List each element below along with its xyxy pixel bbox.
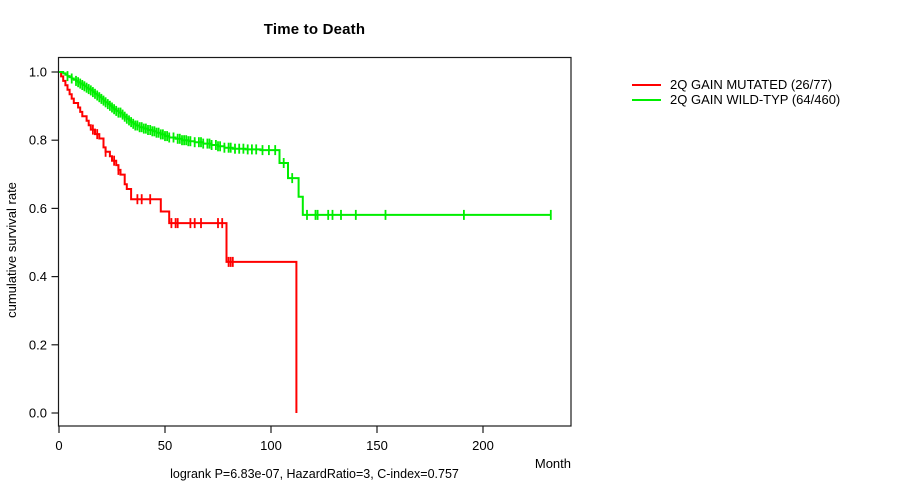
x-tick-label: 50	[158, 438, 172, 453]
plot-border	[57, 56, 572, 427]
legend-label-mutated: 2Q GAIN MUTATED (26/77)	[670, 77, 833, 92]
legend-line-wildtype	[632, 98, 661, 101]
y-tick-label: 0.4	[29, 269, 47, 284]
x-axis-label: Month	[534, 456, 571, 471]
legend-line-mutated	[632, 83, 661, 86]
x-tick-label: 200	[472, 438, 494, 453]
legend: 2Q GAIN MUTATED (26/77) 2Q GAIN WILD-TYP…	[632, 77, 840, 107]
y-tick-label: 1.0	[29, 65, 47, 80]
x-tick-label: 150	[366, 438, 388, 453]
y-tick-label: 0.8	[29, 133, 47, 148]
legend-item-mutated: 2Q GAIN MUTATED (26/77)	[632, 77, 840, 92]
y-tick-label: 0.0	[29, 406, 47, 421]
x-tick-label: 100	[260, 438, 282, 453]
survival-curve-mutated	[59, 71, 298, 413]
chart-title: Time to Death	[263, 21, 366, 38]
legend-item-wildtype: 2Q GAIN WILD-TYP (64/460)	[632, 92, 840, 107]
y-tick-label: 0.6	[29, 201, 47, 216]
legend-label-wildtype: 2Q GAIN WILD-TYP (64/460)	[670, 92, 841, 107]
x-tick-label: 0	[55, 438, 62, 453]
stats-footnote: logrank P=6.83e-07, HazardRatio=3, C-ind…	[170, 467, 459, 481]
survival-curve-wildtype	[59, 71, 551, 216]
y-tick-label: 0.2	[29, 337, 47, 352]
